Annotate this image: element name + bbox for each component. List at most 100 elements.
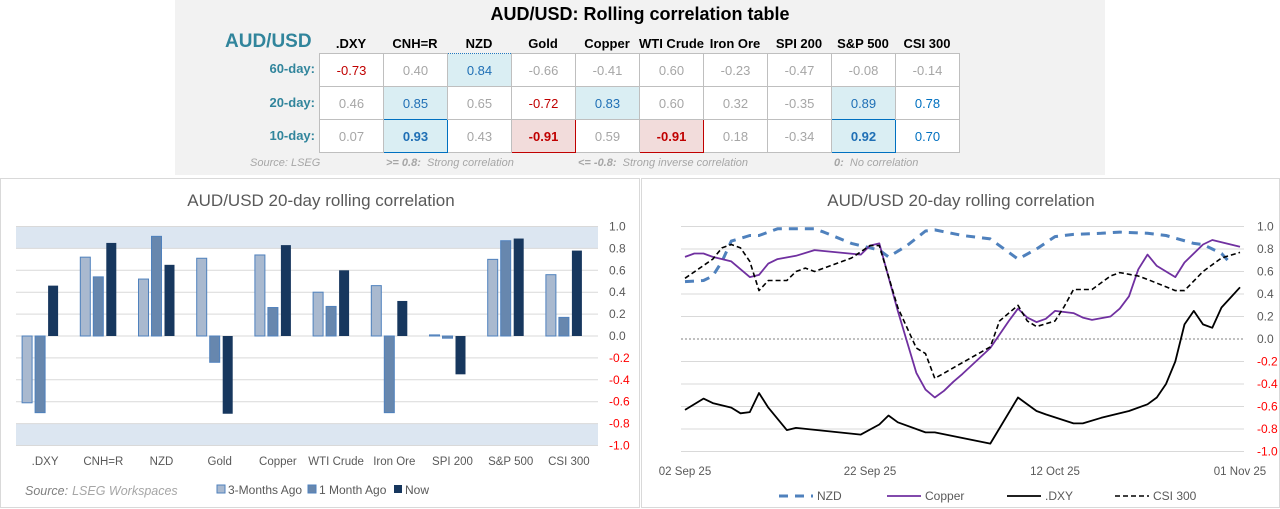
note-key: 0:	[834, 157, 844, 169]
legend-label: 3-Months Ago	[228, 483, 302, 497]
correlation-cell: 0.59	[575, 119, 640, 153]
bar-1-month-ago	[209, 335, 221, 363]
x-tick-label: 22 Sep 25	[844, 466, 896, 478]
bar-now	[106, 242, 117, 336]
bar-3-months-ago	[196, 257, 208, 337]
legend-swatch	[394, 485, 402, 493]
note-text: No correlation	[849, 157, 919, 169]
correlation-cell: 0.89	[831, 86, 896, 120]
x-category-label: .DXY	[32, 456, 59, 468]
correlation-cell: -0.73	[319, 53, 384, 87]
bar-now	[339, 270, 350, 336]
bar-now	[571, 250, 582, 336]
correlation-cell: 0.18	[703, 119, 768, 153]
source-text: LSEG Workspaces	[72, 484, 178, 498]
bar-chart-panel: AUD/USD 20-day rolling correlation 1.0 0.8…	[0, 178, 640, 508]
correlation-cell: -0.47	[767, 53, 832, 87]
x-category-label: CNH=R	[83, 456, 123, 468]
correlation-cell: 0.78	[895, 86, 960, 120]
legend-label: 1 Month Ago	[319, 483, 387, 497]
bar-1-month-ago	[500, 240, 512, 337]
series-line-nzd	[684, 227, 1232, 284]
correlation-grid: -0.73 0.40 0.84 -0.66 -0.41 0.60 -0.23 -0.47 -0.…	[319, 53, 960, 153]
bar-1-month-ago	[267, 307, 279, 337]
legend-swatch	[307, 484, 317, 494]
correlation-cell: -0.35	[767, 86, 832, 120]
legend-label: .DXY	[1045, 489, 1073, 503]
correlation-cell: 0.84	[447, 53, 512, 87]
correlation-cell: 0.65	[447, 86, 512, 120]
legend-label: CSI 300	[1153, 489, 1197, 503]
chart-title: AUD/USD 20-day rolling correlation	[827, 191, 1094, 210]
bar-3-months-ago	[21, 335, 33, 404]
bar-1-month-ago	[34, 335, 46, 414]
legend-label: NZD	[817, 489, 842, 503]
bar-3-months-ago	[312, 291, 324, 337]
x-category-label: WTI Crude	[308, 456, 364, 468]
correlation-cell: -0.91	[511, 119, 576, 153]
column-header: WTI Crude	[639, 36, 704, 51]
correlation-cell: 0.83	[575, 86, 640, 120]
y-tick-label: -0.8	[1257, 422, 1278, 436]
series-line-copper	[684, 239, 1241, 399]
table-row: 0.07 0.93 0.43 -0.91 0.59 -0.91 0.18 -0.34 0.92 0…	[319, 119, 960, 153]
legend-label: Copper	[925, 489, 964, 503]
x-category-label: S&P 500	[488, 456, 533, 468]
correlation-cell: 0.60	[639, 53, 704, 87]
note-strong: >= 0.8: Strong correlation	[386, 157, 514, 169]
note-text: Strong inverse correlation	[622, 157, 748, 169]
y-tick-label: 0.0	[1257, 332, 1274, 346]
bar-chart: AUD/USD 20-day rolling correlation 1.0 0.8…	[16, 191, 630, 498]
bar-1-month-ago	[558, 316, 570, 337]
y-tick-label: 0.8	[609, 241, 626, 255]
y-tick-label: 0.6	[609, 263, 626, 277]
bar-3-months-ago	[429, 334, 440, 337]
correlation-cell: 0.32	[703, 86, 768, 120]
y-tick-label: 0.6	[1257, 265, 1274, 279]
y-tick-label: 1.0	[1257, 220, 1274, 234]
correlation-cell: 0.40	[383, 53, 448, 87]
bar-1-month-ago	[325, 305, 337, 337]
y-tick-label: -1.0	[609, 439, 630, 453]
correlation-cell: -0.34	[767, 119, 832, 153]
column-header: CNH=R	[392, 36, 438, 51]
y-tick-label: 1.0	[609, 220, 626, 234]
correlation-cell: -0.08	[831, 53, 896, 87]
bar-now	[280, 245, 291, 336]
row-header: 60-day:	[269, 61, 315, 76]
x-tick-label: 02 Sep 25	[659, 466, 711, 478]
y-tick-label: -0.4	[1257, 377, 1278, 391]
correlation-cell: 0.07	[319, 119, 384, 153]
bar-now	[164, 264, 175, 336]
column-header: Iron Ore	[709, 36, 761, 51]
x-category-label: Iron Ore	[373, 456, 415, 468]
bar-1-month-ago	[151, 235, 162, 337]
column-header: NZD	[465, 36, 493, 51]
correlation-cell: 0.93	[383, 119, 448, 153]
shaded-band	[16, 423, 598, 446]
note-key: <= -0.8:	[578, 157, 617, 169]
bar-1-month-ago	[383, 335, 395, 414]
y-tick-label: 0.2	[609, 307, 626, 321]
correlation-cell: -0.91	[639, 119, 704, 153]
x-tick-label: 01 Nov 25	[1214, 466, 1266, 478]
y-tick-label: 0.0	[609, 329, 626, 343]
y-tick-label: 0.8	[1257, 242, 1274, 256]
correlation-table-panel: AUD/USD: Rolling correlation table AUD/U…	[175, 0, 1105, 175]
bar-3-months-ago	[370, 285, 382, 337]
column-header: S&P 500	[837, 36, 889, 51]
bar-now	[48, 285, 59, 336]
note-inverse: <= -0.8: Strong inverse correlation	[578, 157, 748, 169]
column-header: Copper	[584, 36, 630, 51]
bar-3-months-ago	[138, 278, 149, 337]
note-text: Strong correlation	[426, 157, 514, 169]
x-category-label: CSI 300	[548, 456, 590, 468]
note-key: >= 0.8:	[386, 157, 421, 169]
table-row: 0.46 0.85 0.65 -0.72 0.83 0.60 0.32 -0.35 0.89 0.…	[319, 86, 960, 120]
bar-3-months-ago	[254, 254, 266, 337]
bar-3-months-ago	[545, 274, 557, 337]
correlation-cell: 0.92	[831, 119, 896, 153]
bar-now	[397, 300, 408, 336]
correlation-cell: -0.23	[703, 53, 768, 87]
legend-swatch	[216, 484, 226, 494]
